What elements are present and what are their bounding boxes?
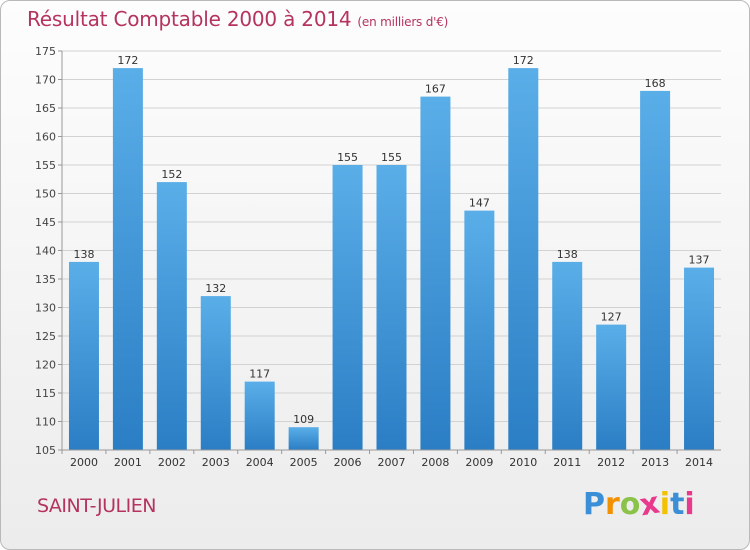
y-tick-label: 140 [35,245,56,258]
x-tick-label-2003: 2003 [202,456,230,469]
bar-2004 [244,381,275,450]
proxiti-logo: Proxiti [583,486,695,524]
data-label-2007: 155 [381,151,402,164]
y-tick-label: 115 [35,387,56,400]
data-label-2013: 168 [645,77,666,90]
logo-letter: i [684,487,695,522]
data-label-2004: 117 [249,368,270,381]
data-label-2012: 127 [601,311,622,324]
data-label-2008: 167 [425,83,446,96]
y-tick-label: 125 [35,330,56,343]
bar-2001 [112,68,143,450]
y-tick-label: 160 [35,131,56,144]
y-tick-label: 110 [35,416,56,429]
label-layer: 138 172 152 132 117 109 155 155 167 147 172 138 127 1… [73,54,709,426]
bar-2013 [640,90,671,451]
data-label-2014: 137 [689,254,710,267]
x-tick-label-2002: 2002 [158,456,186,469]
bar-2012 [596,324,627,450]
y-tick-label: 120 [35,359,56,372]
x-tick-label-2011: 2011 [553,456,581,469]
data-label-2011: 138 [557,248,578,261]
data-label-2010: 172 [513,54,534,67]
x-tick-label-2012: 2012 [597,456,625,469]
x-tick-label-2008: 2008 [421,456,449,469]
x-tick-label-2001: 2001 [114,456,142,469]
bar-2011 [552,261,583,450]
data-label-2003: 132 [205,282,226,295]
bar-2014 [684,267,715,450]
logo-letter: r [605,487,620,522]
logo-letter: t [670,487,685,522]
x-tick-label-2000: 2000 [70,456,98,469]
data-label-2000: 138 [73,248,94,261]
bar-2008 [420,96,451,450]
y-tick-label: 175 [35,45,56,58]
bar-2010 [508,68,539,450]
bar-2007 [376,165,407,450]
x-tick-label-2010: 2010 [509,456,537,469]
x-tick-label-2014: 2014 [685,456,713,469]
x-tick-label-2009: 2009 [465,456,493,469]
bar-2003 [200,296,231,450]
logo-letter: i [659,487,671,522]
bar-2009 [464,210,495,450]
chart-title: Résultat Comptable 2000 à 2014 (en millie… [27,7,448,31]
bar-2005 [288,427,319,450]
y-tick-label: 105 [35,444,56,457]
data-label-2002: 152 [161,168,182,181]
logo-letter: o [619,487,641,522]
bar-2002 [156,182,187,450]
bar-2000 [68,261,99,450]
y-tick-label: 135 [35,273,56,286]
y-tick-label: 145 [35,216,56,229]
data-label-2009: 147 [469,197,490,210]
chart-title-text: Résultat Comptable 2000 à 2014 [27,7,352,31]
place-name: SAINT-JULIEN [37,495,156,517]
y-tick-label: 155 [35,159,56,172]
data-label-2006: 155 [337,151,358,164]
bar-2006 [332,165,363,450]
bar-layer [68,68,715,451]
x-tick-label-2006: 2006 [334,456,362,469]
x-tick-label-2007: 2007 [378,456,406,469]
y-tick-label: 170 [35,74,56,87]
axis-layer: 105 110 115 120 125 130 135 140 145 150 155 160 165 1… [35,45,721,469]
data-label-2001: 172 [117,54,138,67]
y-tick-label: 130 [35,302,56,315]
y-tick-label: 150 [35,188,56,201]
x-tick-label-2005: 2005 [290,456,318,469]
x-tick-label-2004: 2004 [246,456,274,469]
data-label-2005: 109 [293,413,314,426]
chart-subtitle: (en milliers d'€) [357,15,449,29]
x-tick-label-2013: 2013 [641,456,669,469]
logo-letter: P [583,487,605,522]
y-tick-label: 165 [35,102,56,115]
